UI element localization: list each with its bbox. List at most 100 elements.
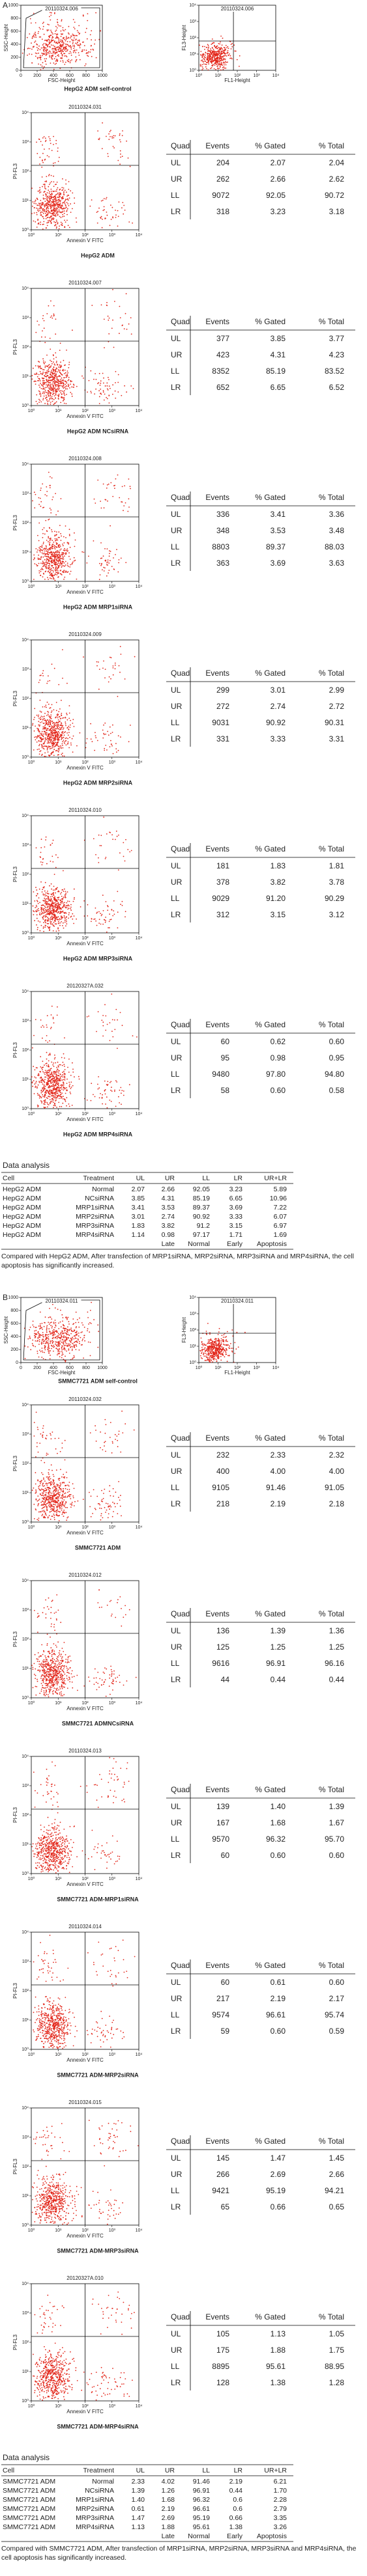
event-dot xyxy=(76,35,78,36)
event-dot xyxy=(56,1014,58,1016)
event-dot xyxy=(44,181,46,182)
event-dot xyxy=(62,216,63,217)
event-dot xyxy=(45,728,47,730)
event-dot xyxy=(220,54,222,55)
event-dot xyxy=(58,49,60,50)
event-dot xyxy=(53,921,55,923)
event-dot xyxy=(215,46,216,48)
event-dot xyxy=(68,907,70,909)
event-dot xyxy=(39,548,41,549)
event-dot xyxy=(40,750,42,752)
event-dot xyxy=(43,1072,45,1073)
event-dot xyxy=(58,566,59,568)
event-dot xyxy=(72,45,74,47)
event-dot xyxy=(209,50,211,52)
table-cell: 363 xyxy=(216,559,229,568)
event-dot xyxy=(57,46,59,48)
event-dot xyxy=(51,398,53,399)
event-dot xyxy=(55,745,56,747)
event-dot xyxy=(53,749,55,751)
event-dot xyxy=(32,1047,33,1049)
event-dot xyxy=(65,36,67,37)
event-dot xyxy=(86,562,88,564)
event-dot xyxy=(35,33,37,35)
event-dot xyxy=(57,1077,59,1079)
event-dot xyxy=(73,888,75,890)
event-dot xyxy=(48,1092,50,1094)
event-dot xyxy=(61,712,63,714)
event-dot xyxy=(36,141,37,143)
table-cell: LL xyxy=(171,542,180,551)
event-dot xyxy=(42,861,44,863)
event-dot xyxy=(42,330,43,332)
event-dot xyxy=(48,368,50,370)
event-dot xyxy=(33,559,35,561)
event-dot xyxy=(45,195,47,197)
event-dot xyxy=(55,49,57,51)
event-dot xyxy=(220,41,221,43)
event-dot xyxy=(96,911,98,913)
event-dot xyxy=(136,1036,138,1038)
event-dot xyxy=(51,1005,53,1007)
event-dot xyxy=(46,51,47,53)
y-axis-label: PI-FL3 xyxy=(12,339,18,355)
event-dot xyxy=(65,37,67,38)
event-dot xyxy=(113,557,114,559)
event-dot xyxy=(59,364,61,366)
event-dot xyxy=(46,180,47,182)
event-dot xyxy=(42,372,44,374)
table-cell: 91.20 xyxy=(266,894,286,903)
event-dot xyxy=(45,52,47,54)
event-dot xyxy=(46,1070,48,1072)
event-dot xyxy=(212,59,213,61)
event-dot xyxy=(59,907,61,909)
event-dot xyxy=(47,39,48,41)
event-dot xyxy=(61,918,63,919)
event-dot xyxy=(207,55,209,57)
x-tick-label: 10¹ xyxy=(55,760,62,765)
event-dot xyxy=(53,1058,55,1060)
event-dot xyxy=(70,1081,72,1083)
event-dot xyxy=(110,678,111,680)
event-dot xyxy=(68,1105,70,1107)
event-dot xyxy=(216,56,218,58)
event-dot xyxy=(63,1079,65,1081)
event-dot xyxy=(66,210,68,212)
event-dot xyxy=(51,396,53,397)
x-tick-label: 10² xyxy=(81,760,89,765)
event-dot xyxy=(117,1047,118,1049)
event-dot xyxy=(48,471,50,473)
event-dot xyxy=(30,22,32,24)
table-header: Quad xyxy=(171,493,190,502)
event-dot xyxy=(48,913,50,915)
event-dot xyxy=(121,395,123,396)
event-dot xyxy=(49,577,51,579)
event-dot xyxy=(70,1093,72,1094)
event-dot xyxy=(31,1082,33,1084)
event-dot xyxy=(118,559,120,561)
event-dot xyxy=(38,390,40,392)
event-dot xyxy=(50,570,52,572)
table-cell: 2.99 xyxy=(329,686,345,695)
event-dot xyxy=(50,397,52,399)
event-dot xyxy=(73,726,75,727)
event-dot xyxy=(64,55,65,57)
event-dot xyxy=(55,717,57,719)
event-dot xyxy=(59,1079,61,1081)
event-dot xyxy=(61,19,63,21)
event-dot xyxy=(37,1087,38,1089)
event-dot xyxy=(55,531,57,533)
event-dot xyxy=(218,47,220,49)
table-cell: 9029 xyxy=(212,894,229,903)
table-header: % Gated xyxy=(255,493,286,502)
event-dot xyxy=(215,68,216,70)
event-dot xyxy=(127,510,129,512)
event-dot xyxy=(110,832,111,833)
event-dot xyxy=(236,59,238,61)
event-dot xyxy=(61,1057,63,1059)
event-dot xyxy=(52,391,54,393)
event-dot xyxy=(50,51,51,53)
event-dot xyxy=(50,747,52,749)
event-dot xyxy=(47,577,48,578)
